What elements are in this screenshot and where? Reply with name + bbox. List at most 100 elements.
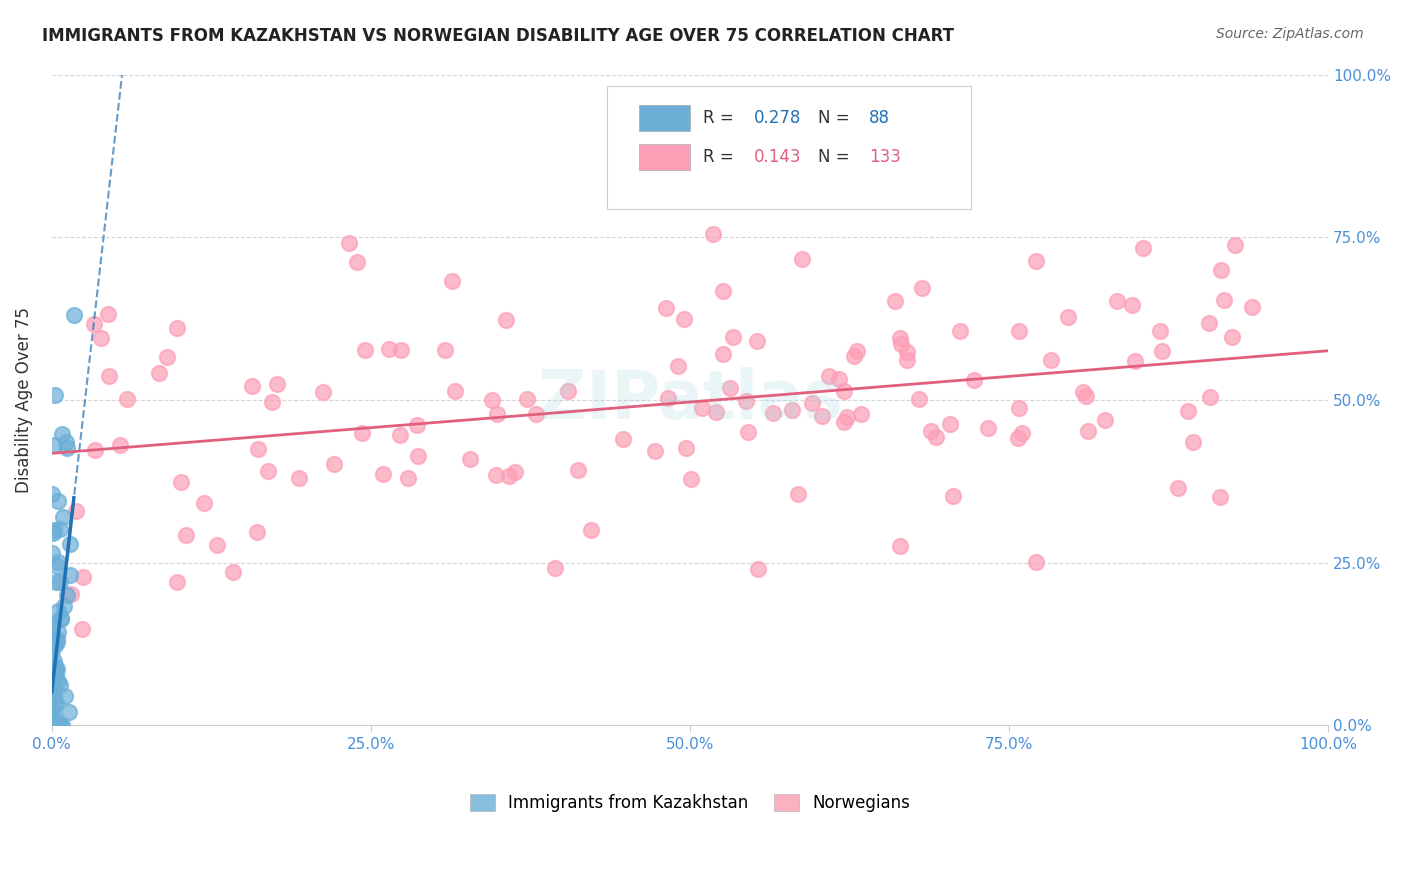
Norwegians [655,301,678,315]
Norwegians [1177,404,1199,418]
Norwegians [1056,310,1078,324]
Norwegians [166,320,188,334]
Y-axis label: Disability Age Over 75: Disability Age Over 75 [15,307,32,493]
Norwegians [963,373,986,387]
Norwegians [72,570,94,584]
Immigrants from Kazakhstan [45,574,67,589]
Norwegians [889,539,911,553]
Norwegians [481,392,503,407]
Immigrants from Kazakhstan [41,711,63,725]
Immigrants from Kazakhstan [41,664,63,678]
Immigrants from Kazakhstan [44,672,66,686]
Text: ZIPatlas: ZIPatlas [537,367,842,433]
Norwegians [735,393,758,408]
Norwegians [262,394,284,409]
Norwegians [378,342,401,356]
Immigrants from Kazakhstan [45,718,67,732]
Immigrants from Kazakhstan [45,635,67,649]
Immigrants from Kazakhstan [42,718,65,732]
Immigrants from Kazakhstan [41,526,63,541]
Norwegians [896,345,918,359]
Norwegians [495,313,517,327]
Norwegians [108,438,131,452]
Immigrants from Kazakhstan [41,669,63,683]
Norwegians [440,274,463,288]
Norwegians [322,457,344,471]
Norwegians [346,254,368,268]
Immigrants from Kazakhstan [45,666,67,681]
Immigrants from Kazakhstan [44,718,66,732]
Immigrants from Kazakhstan [46,673,69,688]
Norwegians [1074,389,1097,403]
Norwegians [1241,300,1264,314]
Immigrants from Kazakhstan [42,718,65,732]
Immigrants from Kazakhstan [46,555,69,569]
Immigrants from Kazakhstan [45,714,67,729]
Norwegians [1040,352,1063,367]
Immigrants from Kazakhstan [48,718,70,732]
Norwegians [389,428,412,442]
Norwegians [70,622,93,636]
Norwegians [498,468,520,483]
Immigrants from Kazakhstan [48,718,70,732]
Norwegians [485,468,508,483]
Immigrants from Kazakhstan [41,718,63,732]
Norwegians [458,452,481,467]
Immigrants from Kazakhstan [58,537,80,551]
Norwegians [84,442,107,457]
Immigrants from Kazakhstan [42,718,65,732]
Norwegians [747,562,769,576]
Immigrants from Kazakhstan [44,718,66,732]
Norwegians [350,426,373,441]
Norwegians [681,472,703,486]
Norwegians [666,359,689,373]
Immigrants from Kazakhstan [42,718,65,732]
Norwegians [1152,343,1174,358]
Immigrants from Kazakhstan [45,718,67,732]
Immigrants from Kazakhstan [46,662,69,676]
Immigrants from Kazakhstan [45,558,67,573]
Immigrants from Kazakhstan [45,718,67,732]
FancyBboxPatch shape [638,105,690,131]
Immigrants from Kazakhstan [41,674,63,689]
Norwegians [835,409,858,424]
Norwegians [702,227,724,242]
Norwegians [115,392,138,406]
Norwegians [221,565,243,579]
Immigrants from Kazakhstan [41,487,63,501]
Text: 0.278: 0.278 [754,109,801,128]
Norwegians [1073,385,1095,400]
Norwegians [1209,263,1232,277]
Norwegians [711,284,734,298]
Text: N =: N = [817,148,855,166]
Norwegians [90,331,112,345]
Norwegians [889,331,911,345]
Norwegians [396,471,419,485]
Legend: Immigrants from Kazakhstan, Norwegians: Immigrants from Kazakhstan, Norwegians [461,786,918,821]
Immigrants from Kazakhstan [48,522,70,536]
Norwegians [516,392,538,407]
Immigrants from Kazakhstan [48,718,70,732]
Norwegians [166,575,188,590]
Norwegians [97,307,120,321]
Immigrants from Kazakhstan [42,689,65,703]
Immigrants from Kazakhstan [42,718,65,732]
Immigrants from Kazakhstan [53,689,76,703]
Immigrants from Kazakhstan [41,546,63,560]
Norwegians [353,343,375,358]
FancyBboxPatch shape [638,145,690,170]
Norwegians [444,384,467,398]
FancyBboxPatch shape [607,86,970,210]
Immigrants from Kazakhstan [51,718,73,732]
Norwegians [890,337,912,351]
Immigrants from Kazakhstan [42,438,65,452]
Immigrants from Kazakhstan [42,654,65,668]
Immigrants from Kazakhstan [44,699,66,714]
Norwegians [911,281,934,295]
Norwegians [266,377,288,392]
Norwegians [810,409,832,423]
Norwegians [312,385,335,400]
Norwegians [1007,401,1029,416]
Norwegians [1011,426,1033,441]
Norwegians [657,391,679,405]
